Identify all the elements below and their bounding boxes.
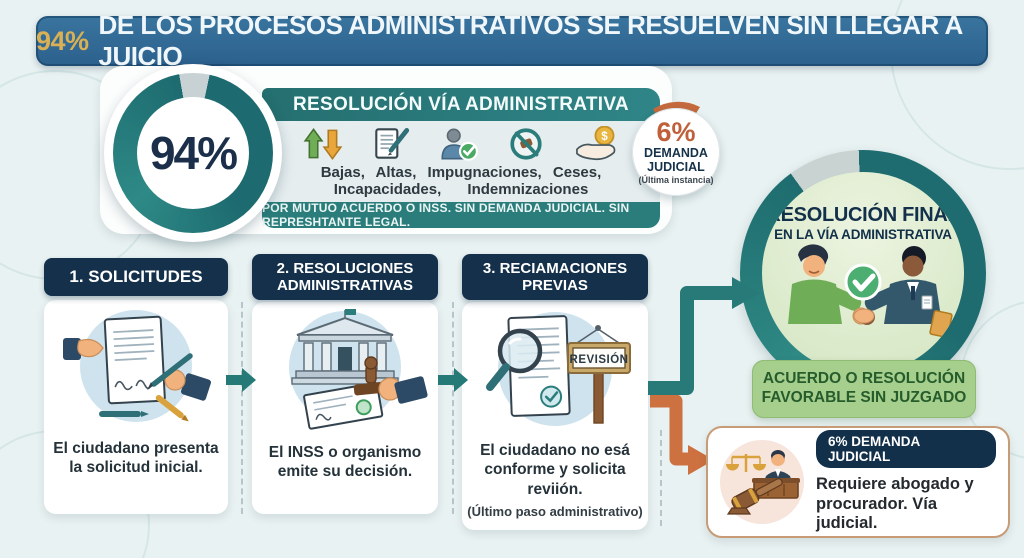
- step3-card: REVISIÓN El ciudadano no esá conforme y …: [462, 302, 648, 530]
- case-types-line1: Bajas, Altas, Impugnaciones, Ceses,: [320, 164, 602, 181]
- case-types-line2: Incapacidades, Indemnizaciones: [333, 181, 589, 198]
- hand-coin-icon: $: [576, 126, 616, 161]
- person-check-icon: [441, 128, 478, 161]
- judicial-demand-box: 6% DEMANDA JUDICIAL Requiere abogado y p…: [706, 426, 1010, 538]
- admin-resolution-footer: POR MUTUO ACUERDO O INSS. SIN DEMANDA JU…: [262, 201, 660, 229]
- document-pen-icon: [375, 127, 410, 159]
- step-separator: [660, 430, 662, 526]
- case-type-icons: $: [302, 124, 620, 162]
- administrative-path-arrow: [648, 286, 734, 395]
- judicial-demand-badge: 6% DEMANDA JUDICIAL: [816, 429, 996, 468]
- judicial-badge-note: (Última instancia): [638, 175, 714, 186]
- inss-building-stamp-illustration: [289, 309, 428, 430]
- judicial-demand-line1: Requiere abogado y: [816, 474, 974, 493]
- step3-header: 3. RECIAMACIONES PREVIAS: [462, 254, 648, 300]
- up-down-arrows-icon: [303, 127, 343, 161]
- handshake-illustration: [788, 244, 953, 338]
- judicial-badge-value: 6%: [656, 116, 696, 147]
- step1-card: El ciudadano presenta la solicitud inici…: [44, 300, 228, 514]
- step2-caption: El INSS o organismo emite su decisión.: [268, 444, 422, 481]
- revision-review-illustration: REVISIÓN: [486, 312, 631, 426]
- outcome-title-line2: EN LA VÍA ADMINISTRATIVA: [774, 227, 952, 242]
- donut-chart-94: 94%: [104, 64, 282, 242]
- judicial-badge-line2: JUDICIAL: [647, 160, 705, 174]
- step-separator: [241, 302, 243, 514]
- step3-caption: El ciudadano no esá conforme y solicita …: [480, 442, 630, 498]
- signing-document-illustration: [63, 310, 211, 422]
- revision-sign-label: REVISIÓN: [570, 353, 629, 366]
- step1-caption: El ciudadano presenta la solicitud inici…: [53, 440, 219, 477]
- judicial-badge-circle: 6% DEMANDA JUDICIAL (Última instancia): [632, 108, 720, 196]
- step-arrow-icon: [226, 368, 256, 392]
- case-types-area: $ Bajas, Altas, Impugnaciones, Ceses, In…: [262, 121, 660, 202]
- step2-card: El INSS o organismo emite su decisión.: [252, 302, 438, 514]
- step2-header: 2. RESOLUCIONES ADMINISTRATIVAS: [252, 254, 438, 300]
- prohibition-icon: [510, 128, 542, 160]
- judicial-path-arrow: [650, 394, 690, 466]
- outcome-title-line1: RESOLUCIÓN FINAL: [766, 204, 960, 226]
- coin-dollar-symbol: $: [601, 130, 608, 143]
- donut-value: 94%: [149, 127, 238, 179]
- headline-percentage: 94%: [36, 25, 89, 56]
- judge-gavel-scales-illustration: [726, 450, 800, 515]
- step-separator: [452, 302, 454, 514]
- judicial-badge: 6% DEMANDA JUDICIAL (Última instancia): [624, 100, 728, 204]
- headline-text: DE LOS PROCESOS ADMINISTRATIVOS SE RESUE…: [98, 10, 963, 71]
- step3-note: (Último paso administrativo): [467, 504, 643, 520]
- agreement-banner-line1: ACUERDO O RESOLUCIÓN: [762, 370, 966, 388]
- step1-header: 1. SOLICITUDES: [44, 258, 228, 296]
- judicial-badge-line1: DEMANDA: [644, 145, 708, 160]
- court-illustration: [720, 440, 804, 524]
- donut-hole: 94%: [137, 97, 249, 209]
- outcome-inner: RESOLUCIÓN FINAL EN LA VÍA ADMINISTRATIV…: [762, 172, 964, 374]
- final-resolution-circle: RESOLUCIÓN FINAL EN LA VÍA ADMINISTRATIV…: [740, 150, 986, 396]
- agreement-banner: ACUERDO O RESOLUCIÓN FAVORABLE SIN JUZGA…: [752, 360, 976, 418]
- admin-resolution-header: RESOLUCIÓN VÍA ADMINISTRATIVA: [262, 88, 660, 121]
- agreement-banner-line2: FAVORABLE SIN JUZGADO: [761, 389, 967, 406]
- step-arrow-icon: [438, 368, 468, 392]
- headline-banner: 94% DE LOS PROCESOS ADMINISTRATIVOS SE R…: [36, 10, 988, 71]
- judicial-demand-line2: procurador. Vía judicial.: [816, 494, 938, 533]
